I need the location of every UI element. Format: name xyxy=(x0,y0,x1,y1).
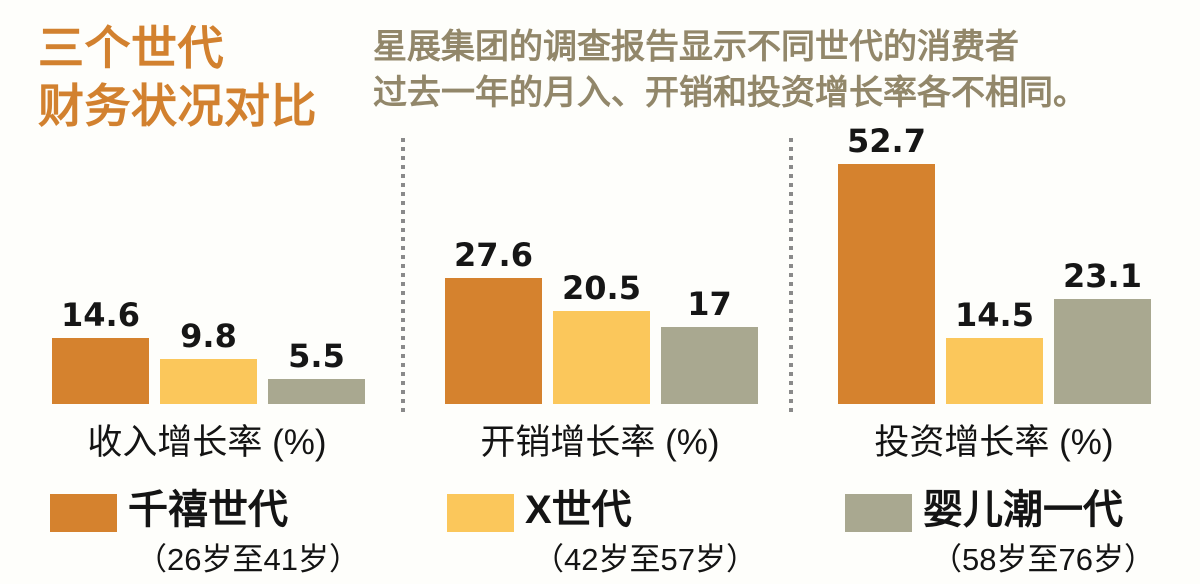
legend-name-boomer: 婴儿潮一代 xyxy=(923,488,1123,532)
legend-text-millennial: 千禧世代 （26岁至41岁） xyxy=(128,488,360,579)
legend-item-genx: X世代 （42岁至57岁） xyxy=(447,488,757,579)
legend-item-boomer: 婴儿潮一代 （58岁至76岁） xyxy=(845,488,1155,579)
legend-text-genx: X世代 （42岁至57岁） xyxy=(525,488,757,579)
bar-cell-boomer-income: 5.5 xyxy=(268,340,365,404)
bar-value-label: 20.5 xyxy=(562,269,641,307)
subtitle-line1: 星展集团的调查报告显示不同世代的消费者 xyxy=(373,28,1019,66)
legend-name-genx: X世代 xyxy=(525,488,632,532)
legend-swatch-boomer xyxy=(845,494,912,532)
category-label-investment: 投资增长率 (%) xyxy=(874,423,1114,462)
bar-value-label: 14.6 xyxy=(61,296,140,334)
bar-cell-boomer-spending: 17 xyxy=(661,288,758,404)
page-title: 三个世代 财务状况对比 xyxy=(38,20,317,136)
bar-value-label: 17 xyxy=(687,285,732,323)
bar-millennial-investment xyxy=(838,164,935,404)
legend-swatch-genx xyxy=(447,494,514,532)
page-title-line1: 三个世代 xyxy=(38,22,224,74)
subtitle: 星展集团的调查报告显示不同世代的消费者 过去一年的月入、开销和投资增长率各不相同… xyxy=(373,24,1087,116)
category-label-spending: 开销增长率 (%) xyxy=(480,423,720,462)
bar-cell-millennial-investment: 52.7 xyxy=(838,125,935,404)
bar-cell-millennial-spending: 27.6 xyxy=(445,239,542,404)
bar-value-label: 14.5 xyxy=(955,296,1034,334)
legend-age-millennial: （26岁至41岁） xyxy=(136,541,360,577)
page-title-line2: 财务状况对比 xyxy=(38,79,317,132)
bar-group-investment: 52.7 14.5 23.1 xyxy=(838,125,1151,404)
legend-swatch-millennial xyxy=(50,494,117,532)
bar-cell-boomer-investment: 23.1 xyxy=(1054,260,1151,404)
bar-boomer-income xyxy=(268,379,365,404)
bar-genx-income xyxy=(160,359,257,404)
legend-item-millennial: 千禧世代 （26岁至41岁） xyxy=(50,488,360,579)
bar-millennial-income xyxy=(52,338,149,404)
dotted-divider-right xyxy=(789,138,793,414)
legend-text-boomer: 婴儿潮一代 （58岁至76岁） xyxy=(923,488,1155,579)
bar-value-label: 23.1 xyxy=(1063,257,1142,295)
bar-cell-genx-spending: 20.5 xyxy=(553,272,650,404)
bar-group-income: 14.6 9.8 5.5 xyxy=(52,299,365,404)
bar-cell-genx-income: 9.8 xyxy=(160,320,257,404)
bar-boomer-investment xyxy=(1054,299,1151,404)
bar-group-spending: 27.6 20.5 17 xyxy=(445,239,758,404)
bar-value-label: 9.8 xyxy=(180,317,237,355)
bar-genx-investment xyxy=(946,338,1043,404)
bar-value-label: 5.5 xyxy=(288,337,345,375)
bar-boomer-spending xyxy=(661,327,758,404)
legend-age-genx: （42岁至57岁） xyxy=(533,541,757,577)
legend-age-boomer: （58岁至76岁） xyxy=(931,541,1155,577)
bar-genx-spending xyxy=(553,311,650,404)
bar-value-label: 27.6 xyxy=(454,236,533,274)
bar-cell-millennial-income: 14.6 xyxy=(52,299,149,404)
subtitle-line2: 过去一年的月入、开销和投资增长率各不相同。 xyxy=(373,74,1087,113)
bar-value-label: 52.7 xyxy=(847,122,926,160)
bar-millennial-spending xyxy=(445,278,542,404)
dotted-divider-left xyxy=(401,138,405,414)
bar-cell-genx-investment: 14.5 xyxy=(946,299,1043,404)
category-label-income: 收入增长率 (%) xyxy=(87,423,327,462)
legend-name-millennial: 千禧世代 xyxy=(128,488,288,532)
